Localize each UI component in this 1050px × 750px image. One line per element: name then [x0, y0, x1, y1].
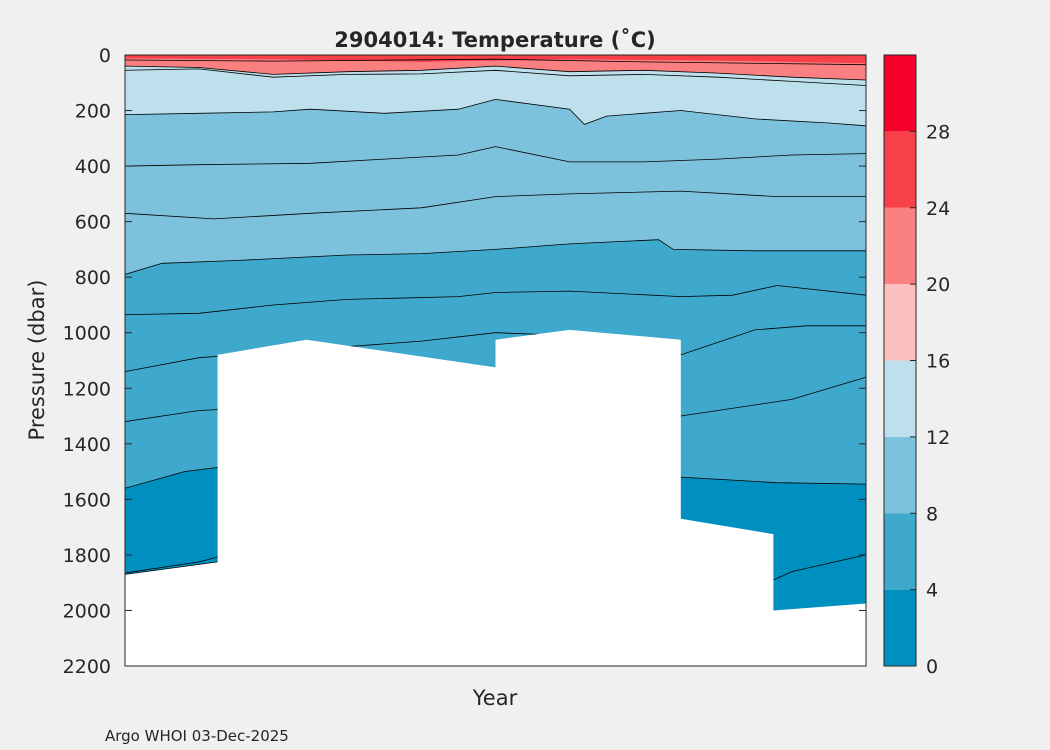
y-tick-label: 1000	[63, 323, 111, 345]
isotherm-line-14	[125, 68, 866, 86]
y-tick-label: 1600	[63, 489, 111, 511]
y-tick-label: 2200	[63, 656, 111, 678]
colorbar-segment-28	[884, 55, 916, 132]
colorbar-tick-label: 0	[926, 656, 938, 678]
colorbar: 0 4 8 12 16 20 24 28	[883, 54, 950, 678]
colorbar-segment-12	[884, 360, 916, 437]
isotherm-line-7	[125, 285, 866, 316]
y-tick-label: 400	[75, 156, 111, 178]
axes-frame	[124, 54, 867, 667]
bottom-edge-line	[125, 561, 218, 575]
colorbar-segment-20	[884, 207, 916, 285]
colorbar-segment-0	[884, 589, 916, 666]
y-tick-label: 1800	[63, 545, 111, 567]
y-tick-label: 2000	[63, 600, 111, 622]
isotherm-line-surface	[125, 58, 866, 66]
y-tick-label: 1200	[63, 378, 111, 400]
isotherm-line-12	[125, 98, 866, 127]
colorbar-tick-label: 28	[926, 121, 950, 143]
y-tick-label: 0	[99, 45, 111, 67]
y-tick-label: 600	[75, 212, 111, 234]
isotherm-line-10	[125, 146, 866, 167]
isotherm-line-9	[125, 190, 866, 220]
colorbar-tick-label: 16	[926, 351, 950, 373]
colorbar-segment-8	[884, 436, 916, 514]
y-tick-label: 200	[75, 101, 111, 123]
y-tick-label: 1400	[63, 434, 111, 456]
colorbar-segment-24	[884, 131, 916, 208]
no-data-mask	[125, 329, 866, 666]
chart-title: 2904014: Temperature (˚C)	[334, 28, 655, 52]
colorbar-segment-16	[884, 284, 916, 361]
isotherm-line-16	[125, 65, 866, 81]
isotherm-line-8	[125, 239, 866, 275]
y-axis-ticks: 0 200 400 600 800 1000 1200 1400 1600 1800 2000 220…	[63, 45, 866, 678]
y-tick-label: 800	[75, 267, 111, 289]
y-axis-label: Pressure (dbar)	[25, 280, 49, 441]
footer-credit: Argo WHOI 03-Dec-2025	[105, 727, 289, 745]
colorbar-tick-label: 24	[926, 198, 950, 220]
x-axis-label: Year	[472, 686, 518, 710]
colorbar-tick-label: 8	[926, 503, 938, 525]
colorbar-tick-label: 4	[926, 580, 938, 602]
no-data-region	[125, 329, 866, 666]
colorbar-tick-label: 12	[926, 427, 950, 449]
colorbar-segment-4	[884, 513, 916, 590]
colorbar-tick-label: 20	[926, 274, 950, 296]
